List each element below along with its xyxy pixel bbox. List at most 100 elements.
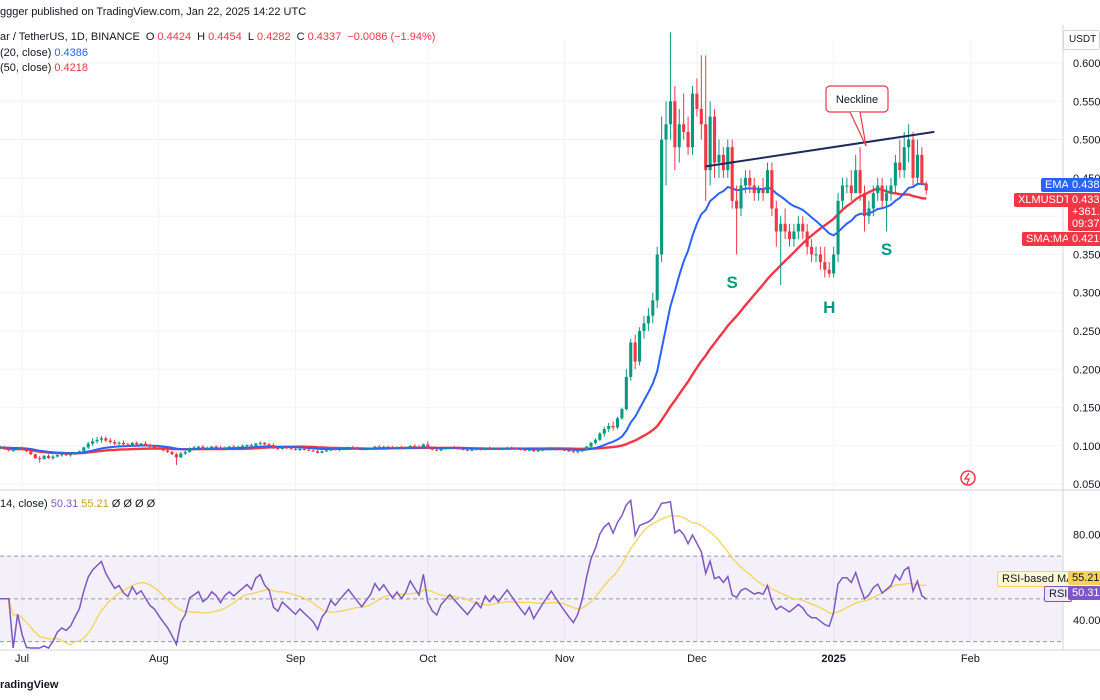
candle-body [823,262,827,270]
candle-body [139,443,143,445]
candle-body [298,448,302,450]
price-tick-label: 0.200 [1073,364,1100,376]
candle-body [615,418,620,428]
candle-body [152,446,156,448]
candle-body [814,254,818,256]
candle-body [787,231,792,240]
candle-body [765,170,770,194]
candle-body [320,451,324,453]
candle-body [33,454,37,459]
candle-body [135,442,139,445]
candle-body [51,456,55,459]
change-value: −0.0086 (−1.94%) [347,31,436,43]
candle-body [0,447,2,449]
low-label: L [247,31,254,43]
candle-body [210,446,214,449]
candle-body [893,162,897,186]
candle-body [404,447,408,449]
pattern-label: S [727,273,738,292]
currency-button[interactable]: USDT [1063,30,1100,50]
candle-body [263,442,267,445]
candle-body [276,448,280,450]
candle-body [373,446,377,449]
candle-body [413,445,417,447]
symbol-line: ar / TetherUS, 1D, BINANCE O 0.4424 H 0.44… [0,31,438,43]
candle-body [360,448,364,450]
candle-body [86,443,90,448]
candle-body [64,454,68,456]
candle-body [60,454,64,456]
candle-body [924,183,928,191]
candle-body [818,254,822,263]
candle-body [7,448,11,451]
candle-body [227,446,231,448]
candle-body [170,452,174,455]
open-label: O [145,31,155,43]
candle-body [117,442,121,444]
candle-body [840,185,845,201]
candle-body [329,448,333,451]
candle-body [757,189,761,194]
sma-legend: (50, close) 0.4218 [0,62,91,74]
candle-body [236,446,240,448]
candle-body [196,446,201,448]
candle-body [620,409,624,419]
candle-body [55,455,59,457]
high-label: H [197,31,206,43]
candle-body [739,185,743,209]
candle-body [249,445,253,447]
candle-body [20,448,24,450]
candle-body [779,223,783,232]
candles [0,32,928,466]
candle-body [867,208,871,217]
candle-body [426,444,430,449]
time-tick-label: Feb [961,653,980,665]
candle-body [342,448,346,450]
candle-body [435,449,439,451]
candle-body [346,447,350,449]
candle-body [871,193,875,209]
candle-body [704,124,708,171]
candle-body [523,449,527,451]
candle-body [660,139,664,255]
candle-body [646,315,650,324]
price-tag-label: XLMUSDT [1014,193,1075,207]
candle-body [157,447,161,449]
candle-body [885,193,889,201]
candle-body [876,185,880,194]
candle-body [42,455,46,459]
rsi-tag-label: RSI [1044,586,1073,602]
candle-body [46,455,51,459]
candle-body [24,449,29,452]
candle-body [382,446,386,448]
candle-body [205,448,209,450]
rsi-legend-rest: Ø Ø Ø Ø [111,498,156,510]
candle-body [629,342,633,377]
candle-body [351,447,355,449]
candle-body [770,170,774,209]
open-value: 0.4424 [157,31,192,43]
candle-body [496,448,500,450]
candle-body [395,447,399,449]
publisher-line: ggger published on TradingView.com, Jan … [0,6,307,18]
price-tick-label: 0.350 [1073,249,1100,261]
ema-tag-label: EMA [1045,179,1069,191]
candle-body [695,93,699,109]
candle-body [549,448,553,450]
candle-body [73,452,77,455]
candle-body [95,439,99,442]
candle-body [218,447,223,449]
candle-body [836,200,840,255]
candle-body [108,440,112,443]
neckline-label: Neckline [836,94,878,106]
candle-body [179,453,183,458]
ema-legend-value: 0.4386 [54,47,89,59]
grid [0,40,1063,648]
candle-body [536,450,540,452]
candle-body [527,449,531,451]
candle-body [254,443,258,446]
rsi-tick-label: 40.00 [1073,615,1100,627]
time-tick-label: Jul [15,653,29,665]
candle-body [316,451,320,453]
candle-body [752,185,756,194]
